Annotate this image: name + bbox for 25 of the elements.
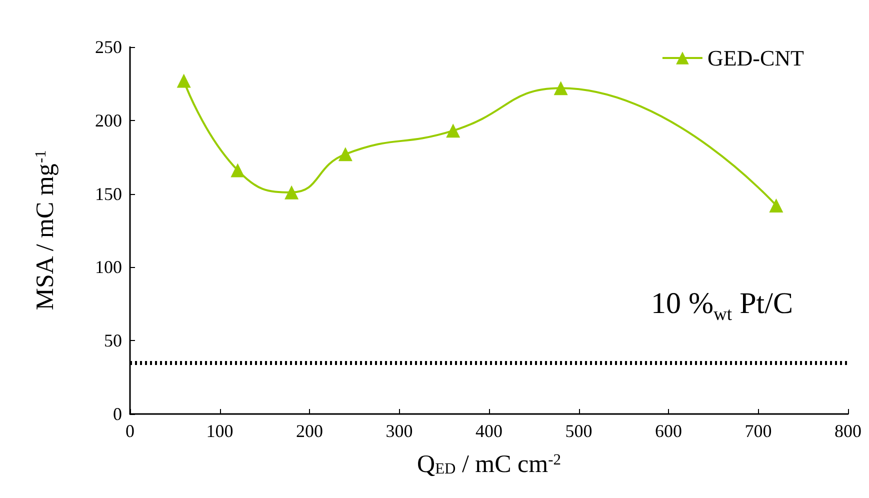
x-tick-label: 800	[834, 421, 862, 441]
point	[284, 185, 299, 200]
point	[554, 81, 568, 96]
y-tick-label: 250	[95, 37, 122, 57]
y-tick-label: 50	[104, 330, 122, 351]
ref-line-label: 10 %$_{wt}$ Pt/C	[651, 286, 793, 325]
point	[446, 124, 460, 138]
x-tick-label: 200	[296, 421, 323, 441]
point	[338, 147, 352, 162]
y-axis-title: MSA / mC mg-1	[32, 150, 59, 310]
point	[176, 74, 191, 88]
x-tick-label: 300	[386, 421, 413, 441]
y-tick-label: 150	[95, 184, 122, 204]
y-tick-label: 0	[113, 404, 122, 424]
x-tick-label: 0	[126, 421, 134, 441]
x-tick-label: 400	[476, 421, 502, 441]
y-tick-label: 100	[95, 257, 122, 278]
x-tick-label: 100	[206, 421, 234, 441]
point	[230, 163, 245, 178]
x-tick-label: 500	[565, 421, 592, 441]
x-tick-label: 600	[655, 421, 682, 441]
y-tick-label: 200	[95, 110, 122, 130]
legend-label: GED-CNT	[707, 46, 805, 70]
point	[769, 198, 784, 213]
x-tick-label: 700	[744, 421, 772, 441]
